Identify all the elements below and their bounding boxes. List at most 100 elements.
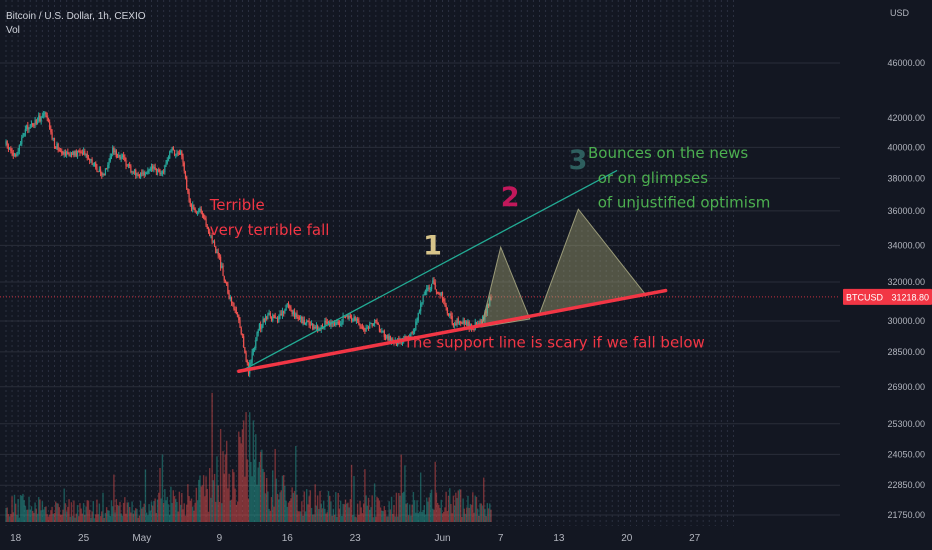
candle-body [212,241,214,243]
candle-body [267,314,269,320]
candle-body [198,209,200,212]
volume-bar [201,485,204,522]
candle-body [215,246,217,254]
candle-body [286,303,288,305]
volume-bar [85,506,87,522]
volume-bar [109,516,111,522]
candle-body [261,325,263,329]
volume-bar [483,477,485,522]
candle-body [58,150,60,152]
volume-bar [206,488,208,522]
volume-bar [99,516,102,522]
volume-bar [27,509,29,522]
last-price-tag: BTCUSD 31218.80 [843,288,932,305]
candle-body [426,288,428,292]
candle-body [181,151,183,157]
volume-bar [263,472,265,522]
volume-bar [344,499,347,522]
price-tag-symbol: BTCUSD [846,292,884,302]
candle-body [172,147,174,151]
candle-body [317,325,319,331]
volume-bar [423,505,426,522]
candle-body [245,352,247,361]
time-tick-label: 18 [10,533,22,544]
volume-bars [5,392,492,522]
volume-bar [234,488,236,522]
volume-bar [406,502,409,522]
volume-bar [173,496,176,522]
volume-bar [185,504,188,522]
volume-bar [256,484,258,522]
support-trendline[interactable] [237,288,668,374]
volume-bar [485,516,487,522]
chart-title[interactable]: Bitcoin / U.S. Dollar, 1h, CEXIO [6,11,146,22]
candle-body [415,321,417,331]
resistance-trendline[interactable] [238,169,618,373]
candle-body [302,319,304,324]
annotation-fall-2[interactable]: very terrible fall [210,221,330,239]
candle-body [139,172,142,178]
candle-body [263,318,265,323]
candle-body [355,318,358,321]
candle-body [269,312,271,317]
candle-body [468,321,470,329]
annotation-num-3[interactable]: 3 [569,145,588,176]
price-tick-label: 46000.00 [887,58,925,68]
candle-body [66,151,68,156]
volume-bar [384,510,387,522]
volume-bar [426,497,428,522]
candle-body [420,303,422,312]
volume-bar [422,510,424,522]
candle-body [363,327,365,331]
candle-body [92,164,94,166]
volume-bar [252,420,255,522]
candle-body [429,289,431,290]
volume-bar [322,500,325,522]
candle-body [404,336,406,339]
annotation-bounce-2[interactable]: or on glimpses [598,169,709,187]
volume-bar [22,493,24,522]
volume-bar [150,501,153,522]
candle-body [241,333,244,337]
candle-body [194,208,196,212]
volume-bar [242,420,245,522]
annotation-fall-1[interactable]: Terrible [209,196,265,214]
candle-body [167,158,170,161]
candle-body [484,310,486,320]
volume-bar [217,485,219,522]
annotation-bounce-3[interactable]: of unjustified optimism [598,194,771,212]
candle-body [353,317,355,320]
volume-indicator-label[interactable]: Vol [6,25,20,36]
volume-bar [464,513,467,522]
candle-body [360,326,362,328]
volume-bar [177,511,179,522]
volume-bar [479,503,481,522]
candle-body [444,301,446,306]
candle-body [338,323,341,326]
volume-bar [342,503,344,522]
annotation-num-1[interactable]: 1 [423,230,442,261]
time-axis-background [0,526,842,550]
volume-bar [192,506,194,522]
volume-bar [69,516,71,522]
candle-body [164,165,166,173]
volume-bar [383,506,385,522]
annotation-support[interactable]: The support line is scary if we fall bel… [403,334,705,352]
candle-body [13,154,16,156]
drawings[interactable] [237,169,668,374]
volume-bar [213,473,216,522]
annotation-bounce-1[interactable]: Bounces on the news [588,144,748,162]
candle-body [438,292,440,295]
volume-bar [58,507,61,522]
time-axis[interactable]: 18 25 May 9 16 23 Jun 7 13 20 27 [0,526,842,550]
volume-bar [365,495,367,522]
candle-body [310,323,313,326]
bounce-triangle-1[interactable] [480,245,531,328]
annotation-num-2[interactable]: 2 [501,182,520,213]
candle-body [23,133,25,136]
volume-bar [330,501,332,522]
price-axis[interactable]: 46000.00 42000.00 40000.00 38000.00 36000.00… [842,0,932,550]
volume-bar [378,500,381,522]
volume-bar [36,513,39,522]
